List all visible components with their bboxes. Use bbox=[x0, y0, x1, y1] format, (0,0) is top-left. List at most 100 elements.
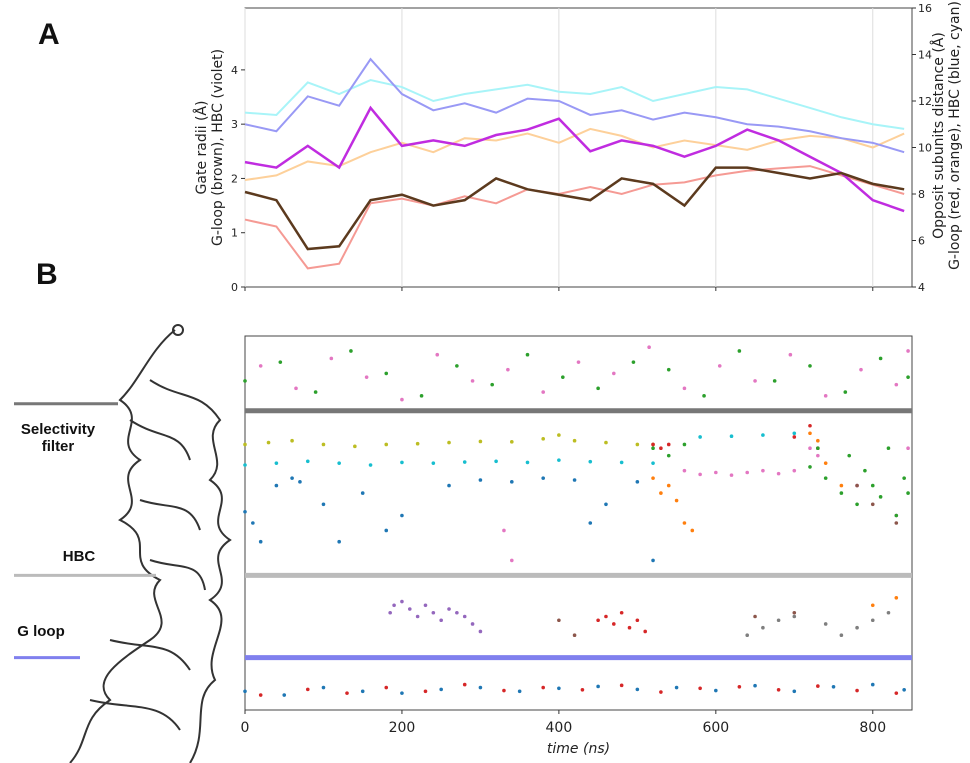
point bbox=[282, 693, 287, 697]
point bbox=[274, 483, 279, 488]
point bbox=[470, 379, 475, 383]
point bbox=[243, 442, 247, 447]
point bbox=[808, 423, 812, 428]
point bbox=[627, 625, 632, 630]
point bbox=[392, 603, 396, 608]
point bbox=[682, 468, 687, 473]
point bbox=[294, 386, 298, 391]
point bbox=[647, 345, 651, 350]
y2-axis-label: Opposit subunits distance (Å) bbox=[930, 32, 947, 239]
point bbox=[494, 459, 498, 464]
point bbox=[561, 375, 565, 379]
point bbox=[415, 441, 420, 446]
point bbox=[682, 442, 687, 447]
point bbox=[541, 437, 545, 441]
point bbox=[863, 468, 867, 473]
point bbox=[510, 440, 514, 444]
point bbox=[360, 491, 365, 495]
region-label: HBC bbox=[62, 548, 96, 566]
point bbox=[596, 618, 600, 623]
point bbox=[384, 685, 389, 690]
point bbox=[423, 603, 428, 608]
point bbox=[753, 683, 757, 688]
point bbox=[878, 495, 883, 499]
point bbox=[808, 364, 812, 368]
point bbox=[278, 360, 283, 364]
y-axis-label: G-loop (brown), HBC (violet) bbox=[210, 49, 226, 246]
point bbox=[596, 386, 600, 391]
point bbox=[698, 472, 702, 477]
y-tick-label: 2 bbox=[231, 172, 238, 185]
point bbox=[502, 688, 506, 693]
point bbox=[635, 480, 640, 484]
point bbox=[407, 607, 412, 611]
point bbox=[906, 375, 910, 379]
x-tick-label: 600 bbox=[702, 720, 729, 736]
point bbox=[788, 352, 793, 357]
point bbox=[619, 460, 624, 465]
point bbox=[902, 476, 906, 480]
point bbox=[604, 440, 608, 445]
point bbox=[619, 683, 624, 688]
point bbox=[478, 478, 483, 482]
point bbox=[906, 446, 910, 451]
point bbox=[588, 521, 593, 525]
point bbox=[541, 685, 545, 690]
point bbox=[337, 461, 341, 465]
point bbox=[321, 685, 326, 690]
point bbox=[761, 468, 765, 473]
point bbox=[698, 686, 702, 691]
point bbox=[792, 614, 797, 619]
point bbox=[666, 483, 671, 488]
point bbox=[878, 356, 883, 361]
point bbox=[808, 465, 812, 469]
point bbox=[388, 610, 392, 615]
point bbox=[455, 610, 459, 615]
point bbox=[576, 360, 581, 364]
point bbox=[251, 521, 255, 525]
y2-tick-label: 12 bbox=[918, 95, 932, 108]
point bbox=[557, 458, 561, 462]
point bbox=[274, 461, 279, 465]
point bbox=[635, 687, 640, 692]
point bbox=[808, 446, 812, 451]
point bbox=[290, 438, 294, 443]
x-axis-label: time (ns) bbox=[547, 741, 610, 757]
point bbox=[823, 476, 828, 480]
point bbox=[612, 622, 616, 626]
y2-tick-label: 16 bbox=[918, 2, 932, 15]
point bbox=[816, 446, 820, 451]
point bbox=[400, 460, 404, 465]
point bbox=[823, 461, 828, 465]
point bbox=[415, 614, 420, 619]
point bbox=[702, 394, 706, 398]
point bbox=[651, 442, 655, 447]
point bbox=[855, 483, 859, 488]
point bbox=[258, 364, 263, 368]
point bbox=[345, 691, 349, 695]
point bbox=[478, 439, 483, 444]
point bbox=[431, 461, 436, 465]
point bbox=[360, 689, 365, 694]
point bbox=[674, 685, 679, 690]
point bbox=[870, 502, 875, 507]
line-series bbox=[244, 166, 905, 251]
point bbox=[384, 371, 389, 376]
point bbox=[772, 379, 777, 383]
point bbox=[321, 502, 326, 507]
x-tick-label: 800 bbox=[859, 720, 886, 736]
point bbox=[572, 438, 577, 443]
point bbox=[886, 446, 891, 451]
point bbox=[243, 379, 247, 383]
line-series bbox=[244, 105, 905, 213]
point bbox=[761, 625, 765, 630]
point bbox=[776, 688, 781, 692]
point bbox=[580, 688, 585, 692]
point bbox=[384, 528, 389, 533]
point bbox=[572, 633, 577, 637]
y-tick-label: 3 bbox=[231, 118, 238, 131]
plot-area bbox=[244, 7, 913, 288]
point bbox=[290, 476, 294, 480]
